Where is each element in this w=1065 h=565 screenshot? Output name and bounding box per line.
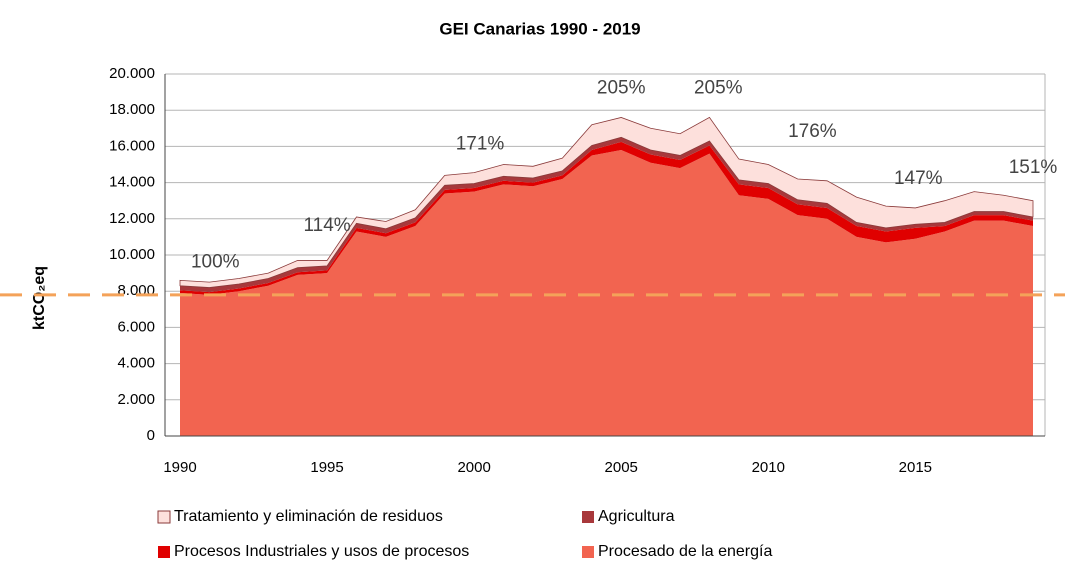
legend-label: Tratamiento y eliminación de residuos <box>174 508 443 525</box>
area <box>180 150 1033 436</box>
y-tick-label: 14.000 <box>109 174 155 191</box>
legend-label: Procesos Industriales y usos de procesos <box>174 543 469 560</box>
chart-title: GEI Canarias 1990 - 2019 <box>439 19 640 38</box>
x-tick-label: 1995 <box>310 459 343 476</box>
y-tick-label: 16.000 <box>109 137 155 154</box>
legend-swatch <box>582 546 594 558</box>
x-tick-label: 1990 <box>163 459 196 476</box>
legend-swatch <box>582 511 594 523</box>
y-tick-label: 0 <box>147 427 155 444</box>
y-tick-label: 10.000 <box>109 246 155 263</box>
annotation: 151% <box>1009 157 1058 178</box>
y-tick-label: 12.000 <box>109 210 155 227</box>
annotation: 171% <box>456 134 505 155</box>
annotation: 176% <box>788 121 837 142</box>
y-tick-label: 20.000 <box>109 65 155 82</box>
legend-label: Procesado de la energía <box>598 543 772 560</box>
y-axis-label: ktCO₂eq <box>31 266 48 330</box>
x-tick-label: 2015 <box>899 459 932 476</box>
annotation: 205% <box>597 77 646 98</box>
annotation: 100% <box>191 251 240 272</box>
y-tick-label: 6.000 <box>117 318 155 335</box>
annotation: 114% <box>303 215 350 236</box>
x-tick-label: 2010 <box>752 459 785 476</box>
area <box>179 116 1034 288</box>
y-tick-label: 2.000 <box>117 391 155 408</box>
annotation: 147% <box>894 168 943 189</box>
y-tick-label: 4.000 <box>117 355 155 372</box>
legend-swatch <box>157 510 171 524</box>
annotation: 205% <box>694 77 743 98</box>
y-tick-label: 18.000 <box>109 101 155 118</box>
x-tick-label: 2005 <box>605 459 638 476</box>
x-tick-label: 2000 <box>457 459 490 476</box>
legend-swatch <box>158 546 170 558</box>
y-tick-label: 8.000 <box>117 282 155 299</box>
legend-label: Agricultura <box>598 508 675 525</box>
